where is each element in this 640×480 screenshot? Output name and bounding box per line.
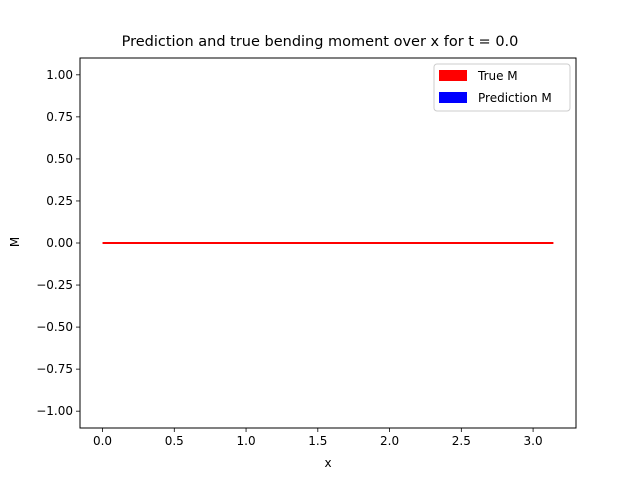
- x-tick-label: 2.5: [452, 434, 471, 448]
- y-tick-label: −1.00: [36, 404, 73, 418]
- legend-box: [433, 63, 571, 112]
- y-tick-label: 0.00: [46, 236, 73, 250]
- y-tick-label: 0.25: [46, 194, 73, 208]
- x-tick-label: 3.0: [524, 434, 543, 448]
- legend-label: Prediction M: [478, 91, 552, 105]
- x-tick-label: 1.0: [237, 434, 256, 448]
- legend-swatch: [439, 70, 467, 81]
- x-tick-label: 1.5: [308, 434, 327, 448]
- x-tick-label: 2.0: [380, 434, 399, 448]
- y-tick-label: −0.50: [36, 320, 73, 334]
- y-tick-label: −0.25: [36, 278, 73, 292]
- x-tick-label: 0.5: [165, 434, 184, 448]
- x-tick-label: 0.0: [93, 434, 112, 448]
- y-tick-label: 0.50: [46, 152, 73, 166]
- y-axis-label: M: [8, 237, 22, 247]
- x-axis-label: x: [324, 456, 331, 470]
- legend: True M Prediction M: [433, 63, 571, 112]
- legend-label: True M: [477, 69, 518, 83]
- chart-title: Prediction and true bending moment over …: [122, 34, 519, 50]
- y-tick-label: 0.75: [46, 110, 73, 124]
- x-axis: 0.0 0.5 1.0 1.5 2.0 2.5 3.0: [93, 428, 543, 448]
- y-tick-label: −0.75: [36, 362, 73, 376]
- legend-swatch: [439, 92, 467, 103]
- y-tick-label: 1.00: [46, 68, 73, 82]
- axes-frame: [79, 57, 577, 429]
- y-axis: −1.00 −0.75 −0.50 −0.25 0.00 0.25 0.50 0.75 1.00: [36, 68, 80, 418]
